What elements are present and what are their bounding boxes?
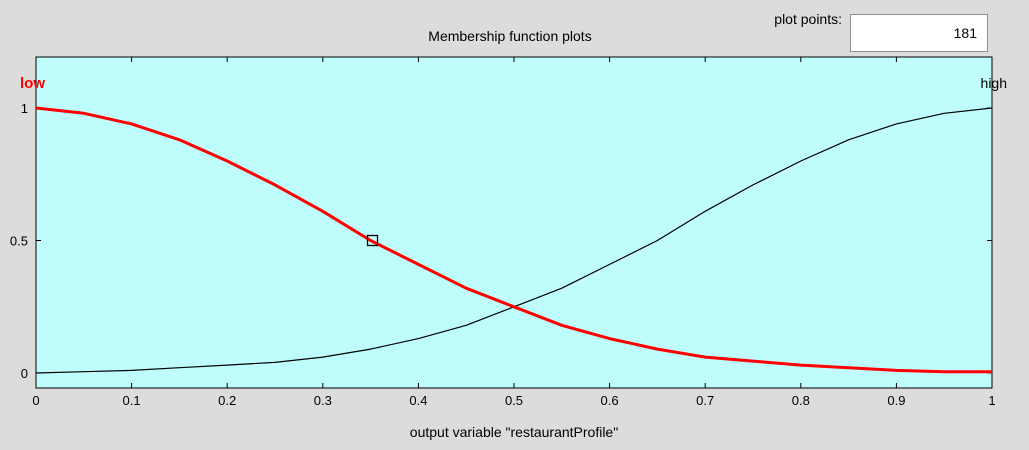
tick-labels: 0 0.1 0.2 0.3 0.4 0.5 0.6 0.7 0.8 0.9 1 0 0.5 1 <box>10 101 996 408</box>
plot-points-input[interactable] <box>850 14 988 52</box>
y-tick-label: 0.5 <box>10 234 28 249</box>
x-tick-label: 0.6 <box>601 393 619 408</box>
x-tick-label: 0.7 <box>696 393 714 408</box>
mf-curves <box>35 106 993 374</box>
x-tick-label: 0.4 <box>409 393 427 408</box>
x-tick-label: 0.9 <box>887 393 905 408</box>
x-axis-title: output variable "restaurantProfile" <box>410 424 618 440</box>
y-tick-label: 1 <box>21 101 28 116</box>
x-tick-label: 0.1 <box>123 393 141 408</box>
plot-points-label: plot points: <box>774 11 842 27</box>
mf-labels: low high <box>20 75 1007 92</box>
y-tick-label: 0 <box>21 366 28 381</box>
mf-curve-low[interactable] <box>35 106 992 374</box>
x-tick-label: 0.5 <box>505 393 523 408</box>
plot-title: Membership function plots <box>428 28 592 44</box>
plot-area[interactable] <box>35 56 993 389</box>
x-tick-label: 0 <box>32 393 39 408</box>
mf-label-low[interactable]: low <box>20 75 45 92</box>
mf-selection-marker[interactable] <box>366 234 379 247</box>
x-tick-label: 0.8 <box>792 393 810 408</box>
x-tick-label: 0.2 <box>218 393 236 408</box>
x-tick-label: 0.3 <box>314 393 332 408</box>
mf-label-high[interactable]: high <box>981 75 1007 91</box>
x-tick-label: 1 <box>988 393 995 408</box>
